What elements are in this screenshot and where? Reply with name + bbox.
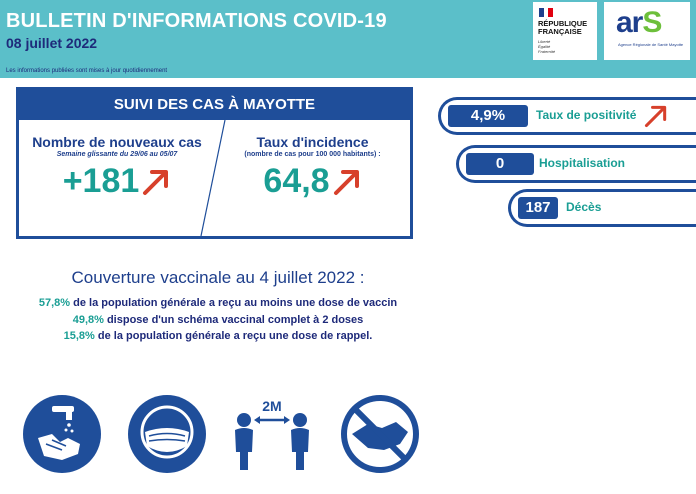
ars-subtitle: Agence Régionale de Santé Mayotte — [618, 42, 684, 47]
hospitalisation-label: Hospitalisation — [539, 156, 626, 170]
french-flag-icon — [539, 8, 554, 17]
ars-s: S — [642, 6, 662, 39]
vaccination-text-3: de la population générale a reçu une dos… — [94, 330, 373, 342]
update-note: Les informations publiées sont mises à j… — [6, 68, 168, 74]
rf-motto2: Égalité — [538, 44, 551, 49]
republique-francaise-logo: RÉPUBLIQUE FRANÇAISE Liberté Égalité Fra… — [533, 2, 597, 60]
vaccination-line-1: 57,8% de la population générale a reçu a… — [0, 297, 436, 309]
incidence-label: Taux d'incidence — [256, 134, 369, 150]
case-tracking-panel: SUIVI DES CAS À MAYOTTE Nombre de nouvea… — [16, 87, 413, 239]
deaths-stat: 187 Décès — [508, 189, 696, 227]
face-mask-icon — [128, 395, 206, 473]
distance-label: 2M — [262, 398, 281, 414]
new-cases-block: Nombre de nouveaux cas Semaine glissante… — [19, 120, 215, 201]
panel-divider — [200, 120, 226, 236]
vaccination-pct-3: 15,8% — [63, 330, 95, 342]
positivity-value: 4,9% — [448, 105, 528, 127]
bulletin-title: BULLETIN D'INFORMATIONS COVID-19 — [6, 10, 387, 32]
positivity-label: Taux de positivité — [536, 108, 637, 122]
arrow-up-right-icon — [333, 169, 359, 195]
vaccination-line-2: 49,8% dispose d'un schéma vaccinal compl… — [0, 314, 436, 326]
header-banner: BULLETIN D'INFORMATIONS COVID-19 08 juil… — [0, 0, 696, 78]
rf-motto3: Fraternité — [538, 49, 556, 54]
rf-line2: FRANÇAISE — [538, 27, 582, 36]
rf-motto: Liberté Égalité Fraternité — [538, 39, 555, 54]
ars-wordmark: arS — [616, 6, 662, 40]
new-cases-value-wrap: +181 — [63, 162, 172, 201]
new-cases-value: +181 — [62, 162, 140, 200]
deaths-value: 187 — [518, 197, 558, 219]
positivity-stat: 4,9% Taux de positivité — [438, 97, 696, 135]
vaccination-line-3: 15,8% de la population générale a reçu u… — [0, 330, 436, 342]
case-panel-heading: SUIVI DES CAS À MAYOTTE — [19, 90, 410, 120]
vaccination-text-1: de la population générale a reçu au moin… — [70, 297, 398, 309]
new-cases-period: Semaine glissante du 29/06 au 05/07 — [56, 151, 178, 158]
ars-main: ar — [616, 6, 643, 39]
ars-logo: arS Agence Régionale de Santé Mayotte — [604, 2, 690, 60]
hand-washing-icon — [23, 395, 101, 473]
arrow-up-right-icon — [644, 105, 667, 128]
new-cases-label: Nombre de nouveaux cas — [32, 134, 202, 150]
arrow-up-right-icon — [143, 169, 169, 195]
vaccination-pct-2: 49,8% — [72, 314, 104, 326]
vaccination-text-2: dispose d'un schéma vaccinal complet à 2… — [103, 314, 364, 326]
incidence-block: Taux d'incidence (nombre de cas pour 100… — [215, 120, 410, 201]
incidence-value: 64,8 — [263, 162, 330, 200]
social-distancing-icon: 2M — [235, 398, 309, 470]
vaccination-title: Couverture vaccinale au 4 juillet 2022 : — [71, 268, 365, 287]
hospitalisation-value: 0 — [466, 153, 534, 175]
deaths-label: Décès — [566, 200, 602, 214]
no-handshake-icon — [341, 395, 419, 473]
bulletin-date: 08 juillet 2022 — [6, 35, 98, 51]
incidence-value-wrap: 64,8 — [263, 162, 361, 201]
incidence-sub: (nombre de cas pour 100 000 habitants) : — [244, 151, 381, 158]
hospitalisation-stat: 0 Hospitalisation — [456, 145, 696, 183]
rf-name: RÉPUBLIQUE FRANÇAISE — [538, 20, 587, 36]
rf-motto1: Liberté — [538, 39, 551, 44]
vaccination-pct-1: 57,8% — [38, 297, 71, 309]
rf-line1: RÉPUBLIQUE — [538, 19, 588, 28]
